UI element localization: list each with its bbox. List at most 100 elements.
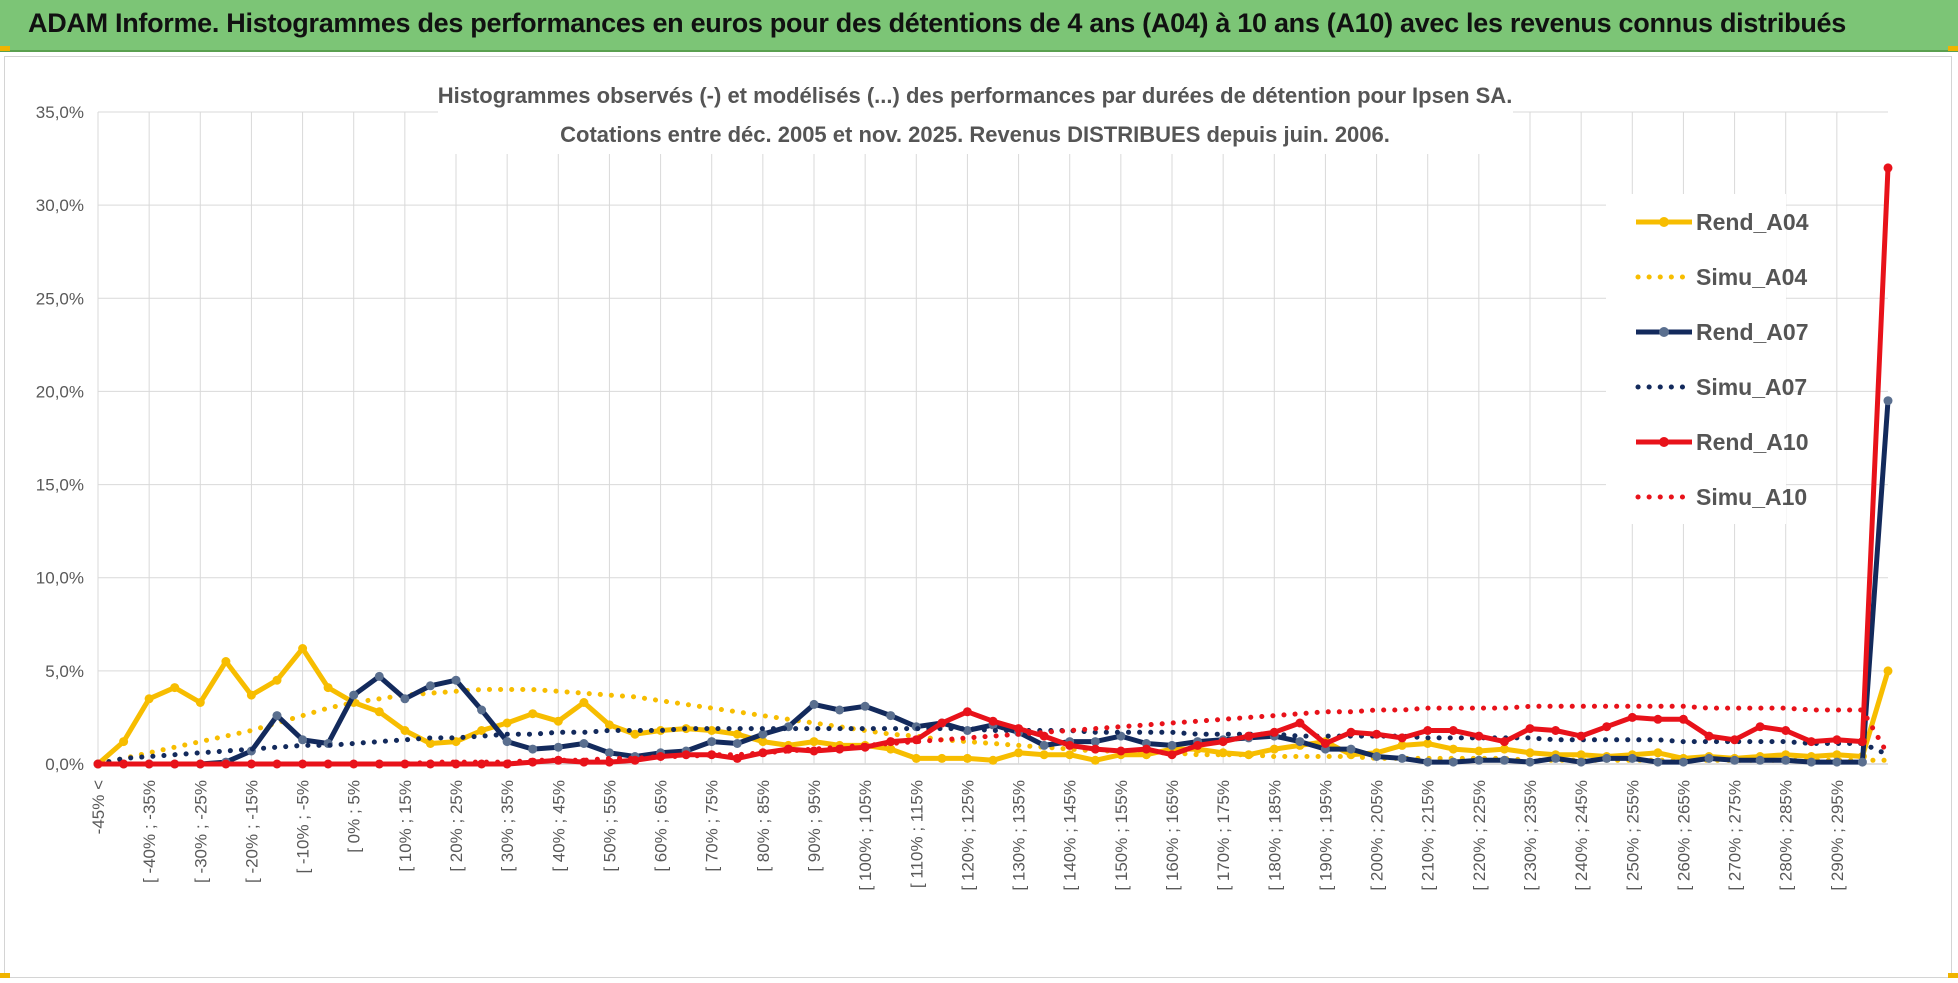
data-point-rend-a10: [1295, 718, 1305, 728]
data-point-rend-a04: [1218, 748, 1228, 758]
data-point-rend-a10: [1806, 737, 1816, 747]
corner-marker-top-right: [1948, 46, 1958, 51]
data-point-rend-a07: [604, 748, 614, 758]
y-tick-label: 5,0%: [45, 662, 84, 681]
data-point-rend-a07: [579, 739, 589, 748]
report-banner: ADAM Informe. Histogrammes des performan…: [0, 0, 1958, 52]
data-point-rend-a04: [937, 753, 947, 763]
data-point-rend-a10: [553, 755, 563, 765]
legend-marker-rend-a04: [1659, 217, 1669, 227]
data-point-rend-a10: [988, 716, 998, 726]
data-point-rend-a04: [1065, 750, 1075, 760]
data-point-rend-a07: [1423, 757, 1433, 767]
data-point-rend-a10: [937, 718, 947, 728]
data-point-rend-a07: [1499, 755, 1509, 765]
data-point-rend-a04: [1448, 744, 1458, 754]
data-point-rend-a04: [298, 644, 308, 653]
x-tick-label: [ 80% ; 85%: [754, 780, 773, 872]
data-point-rend-a07: [758, 729, 768, 739]
data-point-rend-a07: [962, 726, 972, 735]
data-point-rend-a04: [1090, 755, 1100, 765]
data-point-rend-a07: [1090, 737, 1100, 747]
x-tick-label: [ -30% ; -25%: [191, 780, 210, 883]
data-point-rend-a04: [374, 707, 384, 717]
data-point-rend-a07: [1295, 737, 1305, 747]
chart-subtitle: Cotations entre déc. 2005 et nov. 2025. …: [560, 122, 1390, 147]
x-tick-label: [ 0% ; 5%: [345, 780, 364, 853]
y-tick-label: 35,0%: [36, 103, 84, 122]
chart-title-block: Histogrammes observés (-) et modélisés (…: [438, 78, 1513, 154]
data-point-rend-a07: [502, 737, 512, 747]
x-tick-label: [ 190% ; 195%: [1316, 780, 1335, 891]
data-point-rend-a04: [477, 726, 487, 735]
legend-label-rend-a04: Rend_A04: [1696, 209, 1809, 235]
data-point-rend-a10: [1269, 727, 1279, 737]
y-tick-label: 15,0%: [36, 476, 84, 495]
y-tick-label: 30,0%: [36, 196, 84, 215]
x-tick-label: [ 10% ; 15%: [396, 780, 415, 872]
legend-marker-rend-a07: [1659, 327, 1669, 337]
data-point-rend-a07: [451, 675, 461, 685]
title-background: [438, 78, 1513, 154]
data-point-rend-a10: [1704, 731, 1714, 741]
x-tick-label: [ 160% ; 165%: [1163, 780, 1182, 891]
x-tick-label: [ 220% ; 225%: [1470, 780, 1489, 891]
data-point-rend-a07: [1627, 753, 1637, 763]
data-point-rend-a04: [1014, 748, 1024, 758]
series-line-rend-a04: [95, 646, 1891, 767]
x-tick-label: [ 280% ; 285%: [1777, 780, 1796, 891]
data-point-rend-a07: [1397, 753, 1407, 763]
x-tick-label: [ 150% ; 155%: [1112, 780, 1131, 891]
data-point-rend-a07: [349, 690, 359, 700]
legend-label-rend-a07: Rend_A07: [1696, 319, 1808, 345]
x-tick-label: [ 230% ; 235%: [1521, 780, 1540, 891]
x-tick-label: [ 210% ; 215%: [1419, 780, 1438, 891]
data-point-rend-a07: [400, 694, 410, 704]
data-point-rend-a10: [1320, 739, 1330, 748]
data-point-rend-a10: [1755, 722, 1765, 732]
data-point-rend-a04: [1499, 744, 1509, 754]
data-point-rend-a10: [1525, 724, 1535, 734]
data-point-rend-a04: [195, 698, 205, 707]
data-point-rend-a04: [707, 726, 717, 735]
data-point-rend-a10: [1474, 731, 1484, 741]
data-point-rend-a04: [1832, 750, 1842, 760]
x-tick-label: [ 250% ; 255%: [1623, 780, 1642, 891]
data-point-rend-a07: [1474, 755, 1484, 765]
data-point-rend-a04: [1423, 739, 1433, 748]
data-point-rend-a10: [1065, 740, 1075, 750]
data-point-rend-a04: [272, 675, 282, 685]
x-tick-label: [ 60% ; 65%: [652, 780, 671, 872]
data-point-rend-a07: [835, 705, 845, 715]
corner-marker-bottom-left: [0, 973, 10, 978]
data-point-rend-a07: [707, 737, 717, 747]
data-point-rend-a10: [1116, 746, 1126, 756]
data-point-rend-a04: [809, 737, 819, 747]
data-point-rend-a10: [1781, 726, 1791, 735]
x-tick-label: [ -40% ; -35%: [140, 780, 159, 883]
data-point-rend-a10: [1346, 727, 1356, 737]
data-point-rend-a07: [1551, 753, 1561, 763]
data-point-rend-a07: [374, 671, 384, 681]
grid-layer: [97, 111, 1888, 765]
data-point-rend-a04: [246, 690, 256, 700]
data-point-rend-a10: [144, 759, 154, 769]
x-tick-label: [ -10% ; -5%: [294, 780, 313, 874]
data-point-rend-a07: [298, 735, 308, 745]
data-point-rend-a07: [1576, 757, 1586, 767]
x-tick-label: -45% <: [89, 780, 108, 834]
legend-label-simu-a04: Simu_A04: [1696, 264, 1807, 290]
legend-label-simu-a10: Simu_A10: [1696, 484, 1807, 510]
legend-label-rend-a10: Rend_A10: [1696, 429, 1808, 455]
x-tick-label: [ 270% ; 275%: [1726, 780, 1745, 891]
y-tick-label: 0,0%: [45, 755, 84, 774]
data-point-rend-a07: [425, 681, 435, 691]
data-point-rend-a10: [221, 759, 231, 769]
x-tick-labels: -45% < [ -40% ; -35% [ -30% ; -25% [ -20% ;…: [89, 780, 1847, 891]
data-point-rend-a07: [732, 739, 742, 748]
data-point-rend-a10: [1141, 744, 1151, 754]
data-point-rend-a10: [1832, 735, 1842, 745]
data-point-rend-a04: [988, 755, 998, 765]
data-point-rend-a10: [809, 746, 819, 756]
data-point-rend-a07: [528, 744, 538, 754]
